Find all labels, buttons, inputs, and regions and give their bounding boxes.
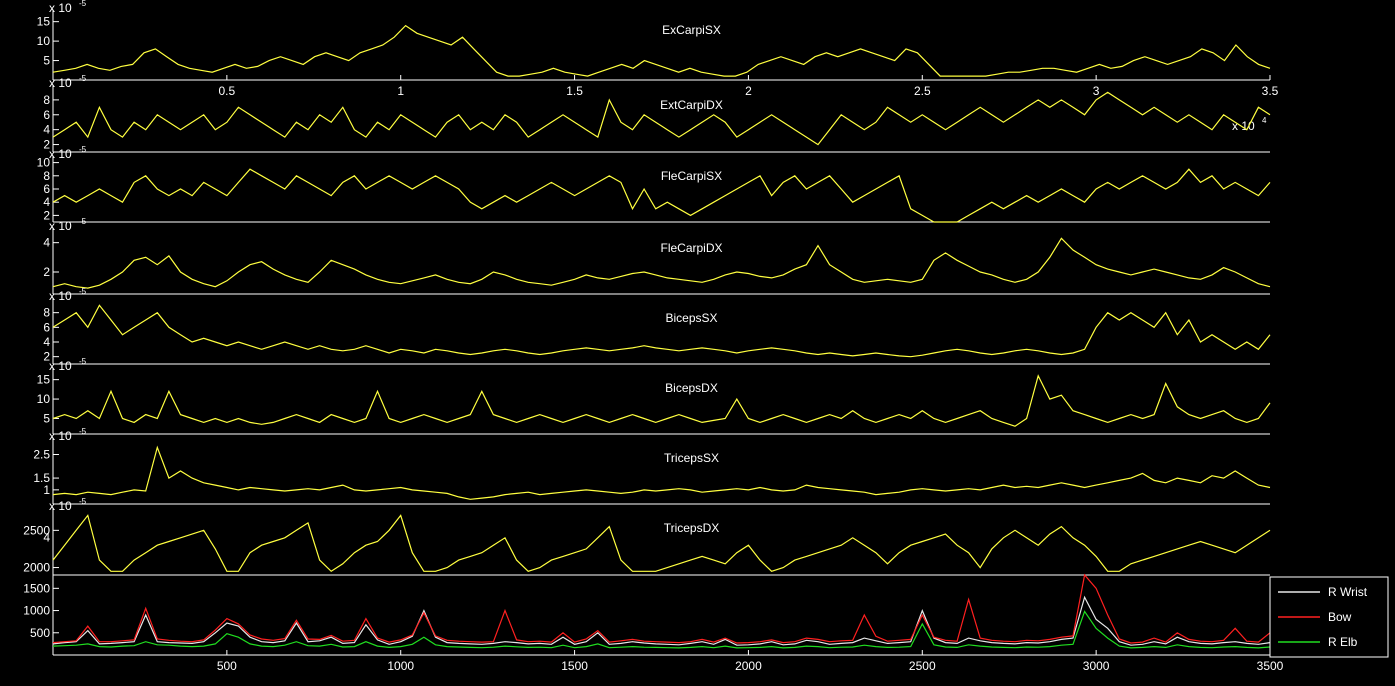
y-exponent-power: -5 — [79, 145, 87, 154]
x-tick-label: 3 — [1093, 84, 1100, 98]
x-tick-label: 2500 — [909, 659, 936, 673]
y-tick-label: 10 — [37, 392, 51, 406]
y-tick-label: 1000 — [23, 604, 50, 618]
y-exponent-label: x 10 — [49, 289, 72, 303]
x-tick-label: 1.5 — [566, 84, 583, 98]
x-exponent-power: 4 — [1262, 116, 1267, 125]
series-line-extcarpidx — [52, 91, 1271, 146]
y-tick-label: 500 — [30, 626, 50, 640]
y-tick-label: 1500 — [23, 581, 50, 595]
legend-label: R Wrist — [1328, 585, 1368, 599]
y-tick-label: 6 — [43, 182, 50, 196]
subplot-title: ExtCarpiDX — [660, 98, 723, 112]
x-tick-label: 1 — [397, 84, 404, 98]
y-exponent-label: x 10 — [49, 359, 72, 373]
series-line-excarpisx — [52, 24, 1271, 77]
x-tick-label: 500 — [217, 659, 237, 673]
y-exponent-power: -5 — [79, 217, 87, 226]
subplot-title: FleCarpiSX — [661, 169, 722, 183]
x-tick-label: 2 — [745, 84, 752, 98]
y-tick-label: 2 — [43, 208, 50, 222]
y-exponent-label: x 10 — [49, 429, 72, 443]
series-line-r-wrist — [52, 595, 1271, 646]
subplot-title: TricepsSX — [664, 451, 719, 465]
y-tick-label: 2 — [43, 265, 50, 279]
y-tick-label: 2.5 — [33, 448, 50, 462]
y-exponent-power: -5 — [79, 497, 87, 506]
y-tick-label: 5 — [43, 411, 50, 425]
y-exponent-power: -5 — [79, 427, 87, 436]
y-tick-label: 2500 — [23, 523, 50, 537]
subplot-7: 11.5 2.5 x 10 -5 TricepsSX — [33, 427, 1271, 505]
subplot-4: 2 4 x 10 -5 FleCarpiDX — [43, 217, 1271, 295]
y-exponent-power: -5 — [79, 0, 87, 8]
y-tick-label: 8 — [43, 306, 50, 320]
series-line-r-elb — [52, 610, 1271, 649]
subplot-title: TricepsDX — [664, 521, 720, 535]
y-tick-label: 1 — [43, 483, 50, 497]
x-exponent-label: x 10 — [1232, 119, 1255, 133]
subplot-title: ExCarpiSX — [662, 23, 721, 37]
subplot-6: 5 10 15x 10 -5 BicepsDX — [37, 357, 1271, 435]
y-tick-label-extra: 4 — [43, 531, 50, 545]
x-tick-label: 2.5 — [914, 84, 931, 98]
y-tick-label: 5 — [43, 54, 50, 68]
x-tick-label: 3000 — [1083, 659, 1110, 673]
y-exponent-power: -5 — [79, 357, 87, 366]
x-tick-label: 1000 — [387, 659, 414, 673]
y-tick-label: 4 — [43, 236, 50, 250]
series-line-flecarpidx — [52, 237, 1271, 289]
y-tick-label: 15 — [37, 373, 51, 387]
series-line-bicepssx — [52, 304, 1271, 358]
y-tick-label: 2 — [43, 350, 50, 364]
y-tick-label: 15 — [37, 15, 51, 29]
y-tick-label: 1.5 — [33, 471, 50, 485]
subplot-title: FleCarpiDX — [660, 241, 722, 255]
y-exponent-label: x 10 — [49, 1, 72, 15]
y-exponent-label: x 10 — [49, 147, 72, 161]
subplot-title: BicepsSX — [665, 311, 717, 325]
y-tick-label: 8 — [43, 93, 50, 107]
y-tick-label: 2000 — [23, 561, 50, 575]
series-line-bow — [52, 573, 1271, 644]
y-tick-label: 10 — [37, 156, 51, 170]
x-tick-label: 1500 — [561, 659, 588, 673]
y-exponent-label: x 10 — [49, 499, 72, 513]
y-tick-label: 10 — [37, 34, 51, 48]
legend: R Wrist Bow R Elb — [1269, 576, 1389, 658]
y-exponent-power: -5 — [79, 74, 87, 83]
y-tick-label: 4 — [43, 195, 50, 209]
y-tick-label: 8 — [43, 169, 50, 183]
y-tick-label: 6 — [43, 320, 50, 334]
y-tick-label: 2 — [43, 138, 50, 152]
x-tick-label: 2000 — [735, 659, 762, 673]
subplot-title: BicepsDX — [665, 381, 718, 395]
series-line-bicepsdx — [52, 374, 1271, 427]
x-tick-label: 0.5 — [219, 84, 236, 98]
y-exponent-label: x 10 — [49, 76, 72, 90]
series-line-tricepsdx — [52, 514, 1271, 573]
y-exponent-label: x 10 — [49, 219, 72, 233]
x-tick-label: 3.5 — [1262, 84, 1279, 98]
y-tick-label: 4 — [43, 335, 50, 349]
y-tick-label: 6 — [43, 108, 50, 122]
x-tick-label: 3500 — [1257, 659, 1284, 673]
series-line-tricepssx — [52, 445, 1271, 500]
legend-label: R Elb — [1328, 635, 1358, 649]
series-line-flecarpisx — [52, 168, 1271, 223]
y-tick-label: 4 — [43, 123, 50, 137]
y-exponent-power: -5 — [79, 287, 87, 296]
legend-label: Bow — [1328, 610, 1352, 624]
